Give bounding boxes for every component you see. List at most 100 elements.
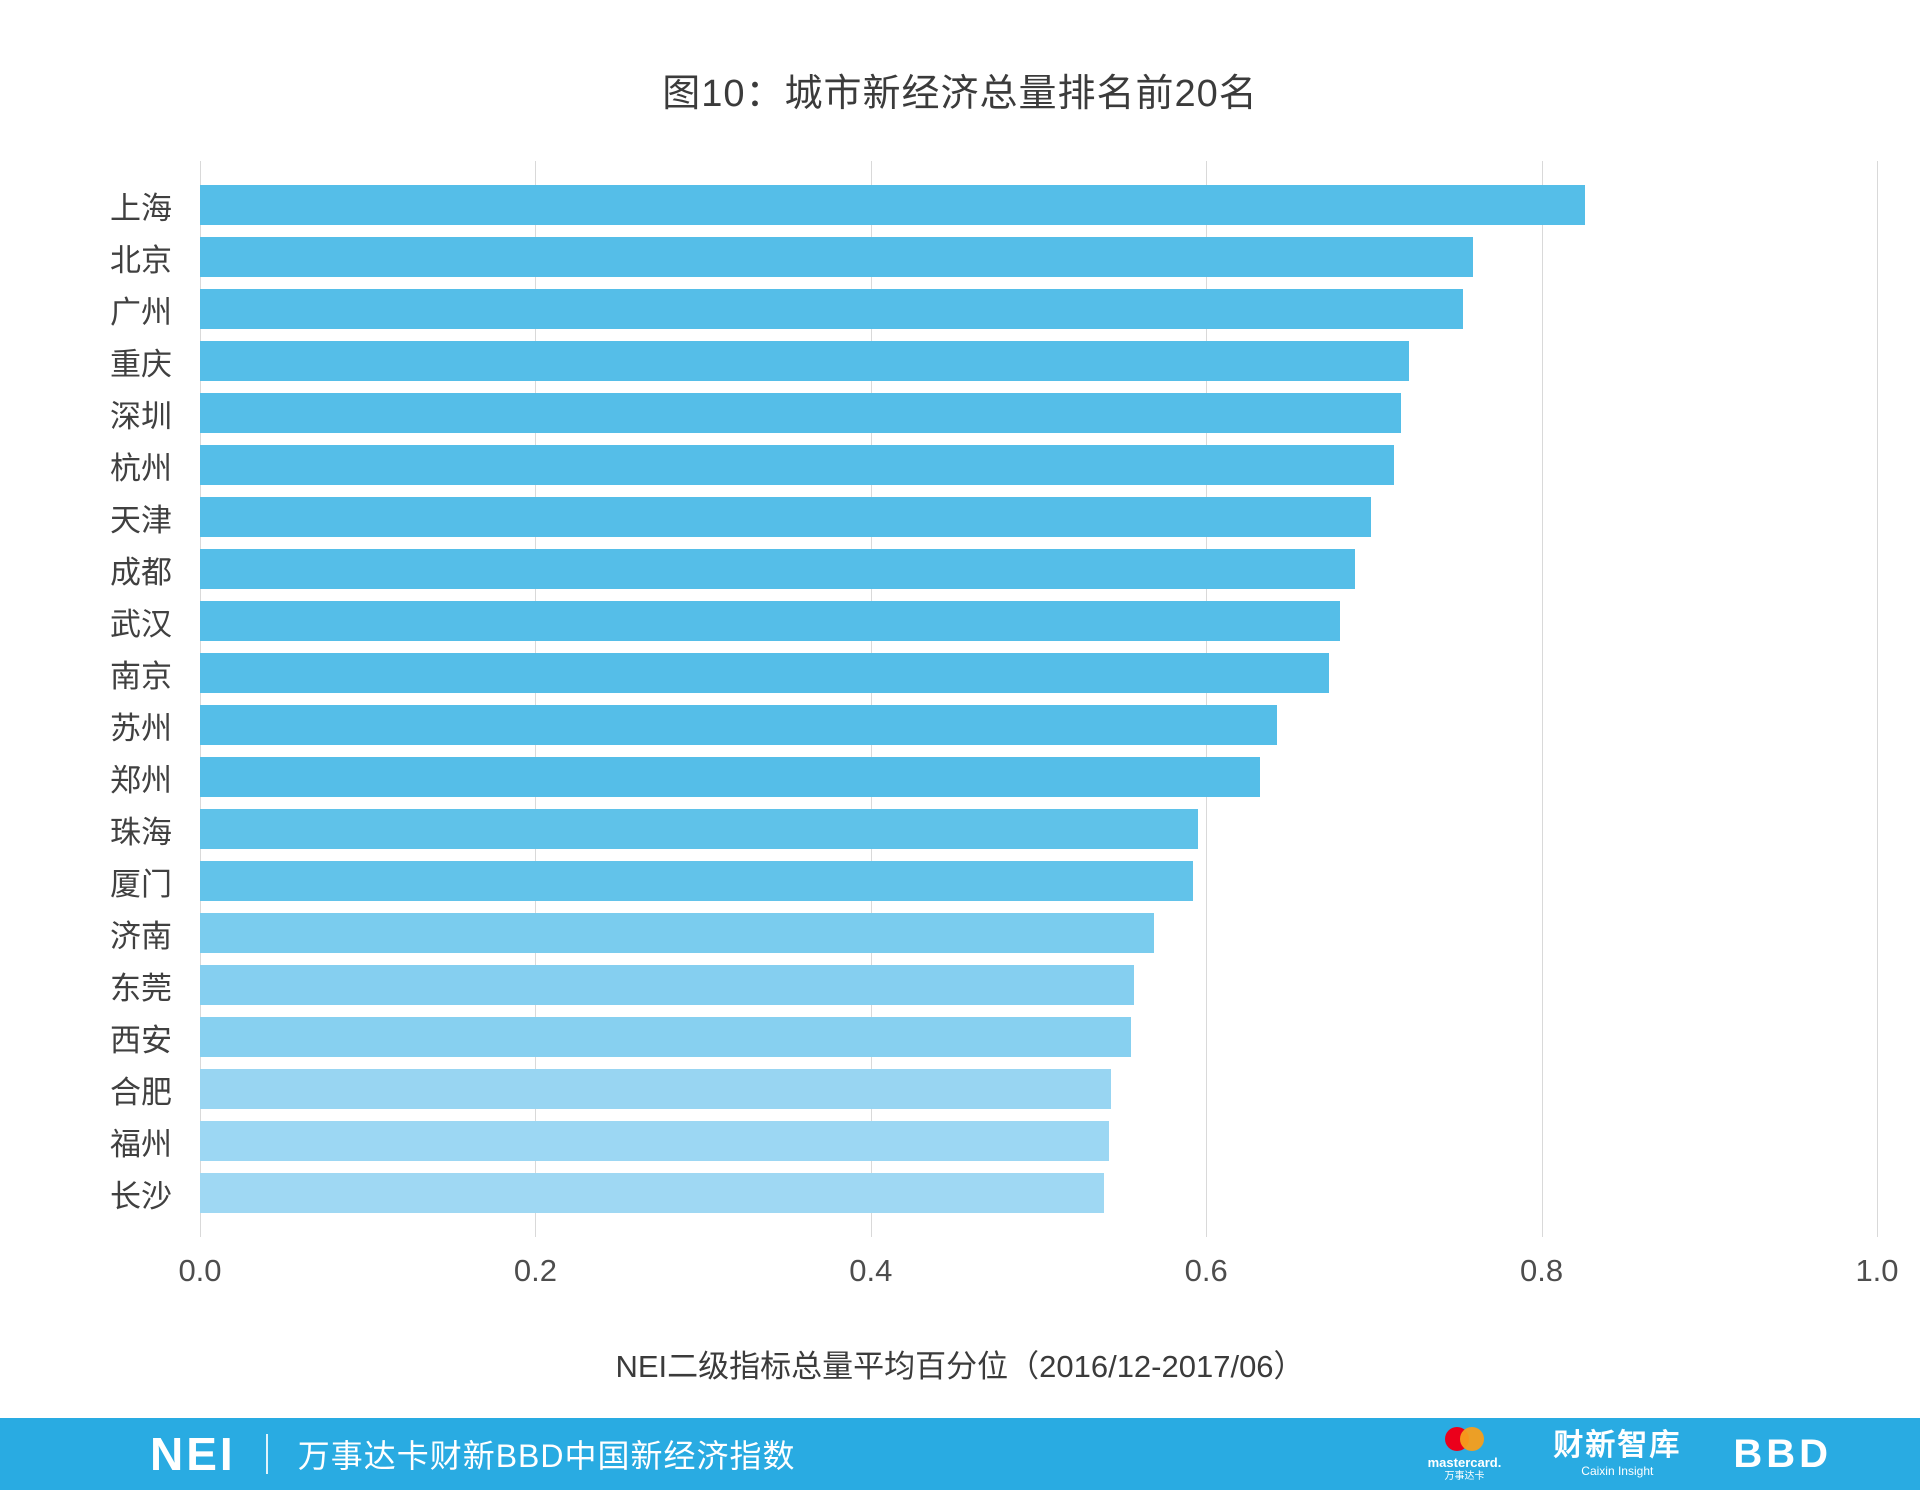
- footer: NEI 万事达卡财新BBD中国新经济指数 mastercard. 万事达卡 财新…: [0, 1418, 1920, 1490]
- bar: [200, 497, 1371, 537]
- x-tick-label: 0.2: [513, 1253, 557, 1288]
- category-label: 西安: [110, 1022, 172, 1058]
- gridline: [1541, 161, 1543, 1237]
- bar-row: 福州: [0, 1115, 1920, 1167]
- bar-track: [200, 601, 1877, 641]
- bar-row: 广州: [0, 283, 1920, 335]
- x-tick-label: 0.4: [849, 1253, 893, 1288]
- plot-area: 上海 北京 广州 重庆 深圳 杭州 天津: [0, 161, 1920, 1237]
- bar: [200, 601, 1341, 641]
- bar: [200, 1069, 1111, 1109]
- bar: [200, 1017, 1131, 1057]
- bar-track: [200, 185, 1877, 225]
- bar: [200, 549, 1356, 589]
- bar: [200, 289, 1463, 329]
- bar: [200, 757, 1260, 797]
- bar-track: [200, 393, 1877, 433]
- category-label: 深圳: [110, 398, 172, 434]
- bar-track: [200, 965, 1877, 1005]
- bar: [200, 1121, 1109, 1161]
- bar-track: [200, 1069, 1877, 1109]
- category-label: 广州: [110, 294, 172, 330]
- bar-row: 杭州: [0, 439, 1920, 491]
- category-label: 杭州: [110, 450, 172, 486]
- x-tick-label: 0.6: [1184, 1253, 1228, 1288]
- mastercard-circles-icon: [1444, 1426, 1484, 1451]
- bar: [200, 1173, 1104, 1213]
- x-tick-label: 0.0: [178, 1253, 222, 1288]
- bar: [200, 185, 1586, 225]
- category-label: 天津: [110, 502, 172, 538]
- bar-row: 武汉: [0, 595, 1920, 647]
- category-label: 厦门: [110, 866, 172, 902]
- mastercard-label: mastercard.: [1427, 1454, 1502, 1470]
- x-tick-label: 0.8: [1520, 1253, 1564, 1288]
- bar-row: 合肥: [0, 1063, 1920, 1115]
- bar-row: 济南: [0, 907, 1920, 959]
- bar-row: 南京: [0, 647, 1920, 699]
- bar: [200, 705, 1277, 745]
- category-label: 重庆: [110, 346, 172, 382]
- category-label: 福州: [110, 1126, 172, 1162]
- gridline: [200, 161, 201, 1237]
- bar: [200, 861, 1193, 901]
- category-label: 珠海: [110, 814, 172, 850]
- category-label: 苏州: [110, 710, 172, 746]
- nei-logo: NEI: [150, 1428, 236, 1480]
- bar-row: 西安: [0, 1011, 1920, 1063]
- gridline: [1206, 161, 1208, 1237]
- bar-track: [200, 653, 1877, 693]
- caixin-label: 财新智库: [1553, 1429, 1682, 1462]
- footer-divider: [265, 1434, 268, 1474]
- caixin-sublabel: Caixin Insight: [1581, 1464, 1654, 1478]
- bar-track: [200, 1173, 1877, 1213]
- bar-row: 北京: [0, 231, 1920, 283]
- bar-rows: 上海 北京 广州 重庆 深圳 杭州 天津: [0, 179, 1920, 1219]
- category-label: 北京: [110, 242, 172, 278]
- caixin-logo: 财新智库 Caixin Insight: [1553, 1429, 1682, 1478]
- bar-track: [200, 497, 1877, 537]
- mastercard-logo: mastercard. 万事达卡: [1427, 1426, 1502, 1482]
- category-label: 成都: [110, 554, 172, 590]
- bar-row: 苏州: [0, 699, 1920, 751]
- bar: [200, 913, 1155, 953]
- bar-row: 厦门: [0, 855, 1920, 907]
- bar-track: [200, 289, 1877, 329]
- bar: [200, 393, 1401, 433]
- x-axis-title: NEI二级指标总量平均百分位（2016/12-2017/06）: [615, 1349, 1305, 1384]
- footer-title: 万事达卡财新BBD中国新经济指数: [297, 1438, 796, 1474]
- bar-row: 珠海: [0, 803, 1920, 855]
- bar-track: [200, 549, 1877, 589]
- bar-row: 上海: [0, 179, 1920, 231]
- bar-row: 长沙: [0, 1167, 1920, 1219]
- gridline: [1877, 161, 1878, 1237]
- bar-track: [200, 809, 1877, 849]
- bar: [200, 809, 1198, 849]
- bar-row: 天津: [0, 491, 1920, 543]
- gridlines: [200, 161, 1878, 1237]
- bar-row: 东莞: [0, 959, 1920, 1011]
- x-axis-ticks: 0.0 0.2 0.4 0.6 0.8 1.0: [178, 1253, 1898, 1297]
- bar-track: [200, 913, 1877, 953]
- bar-track: [200, 1017, 1877, 1057]
- bar-row: 郑州: [0, 751, 1920, 803]
- category-label: 南京: [110, 658, 172, 694]
- chart-title: 图10：城市新经济总量排名前20名: [662, 73, 1258, 115]
- gridline: [870, 161, 872, 1237]
- bar-row: 成都: [0, 543, 1920, 595]
- bar: [200, 341, 1410, 381]
- bar: [200, 653, 1329, 693]
- gridline: [535, 161, 537, 1237]
- bar-row: 深圳: [0, 387, 1920, 439]
- bar-track: [200, 861, 1877, 901]
- bbd-logo: BBD: [1733, 1432, 1832, 1476]
- bar-track: [200, 341, 1877, 381]
- bar: [200, 237, 1473, 277]
- mastercard-sublabel: 万事达卡: [1444, 1470, 1485, 1482]
- bar: [200, 445, 1395, 485]
- footer-right: mastercard. 万事达卡 财新智库 Caixin Insight BBD: [1427, 1426, 1832, 1482]
- bar-track: [200, 705, 1877, 745]
- category-label: 济南: [110, 918, 172, 954]
- category-label: 合肥: [110, 1074, 172, 1110]
